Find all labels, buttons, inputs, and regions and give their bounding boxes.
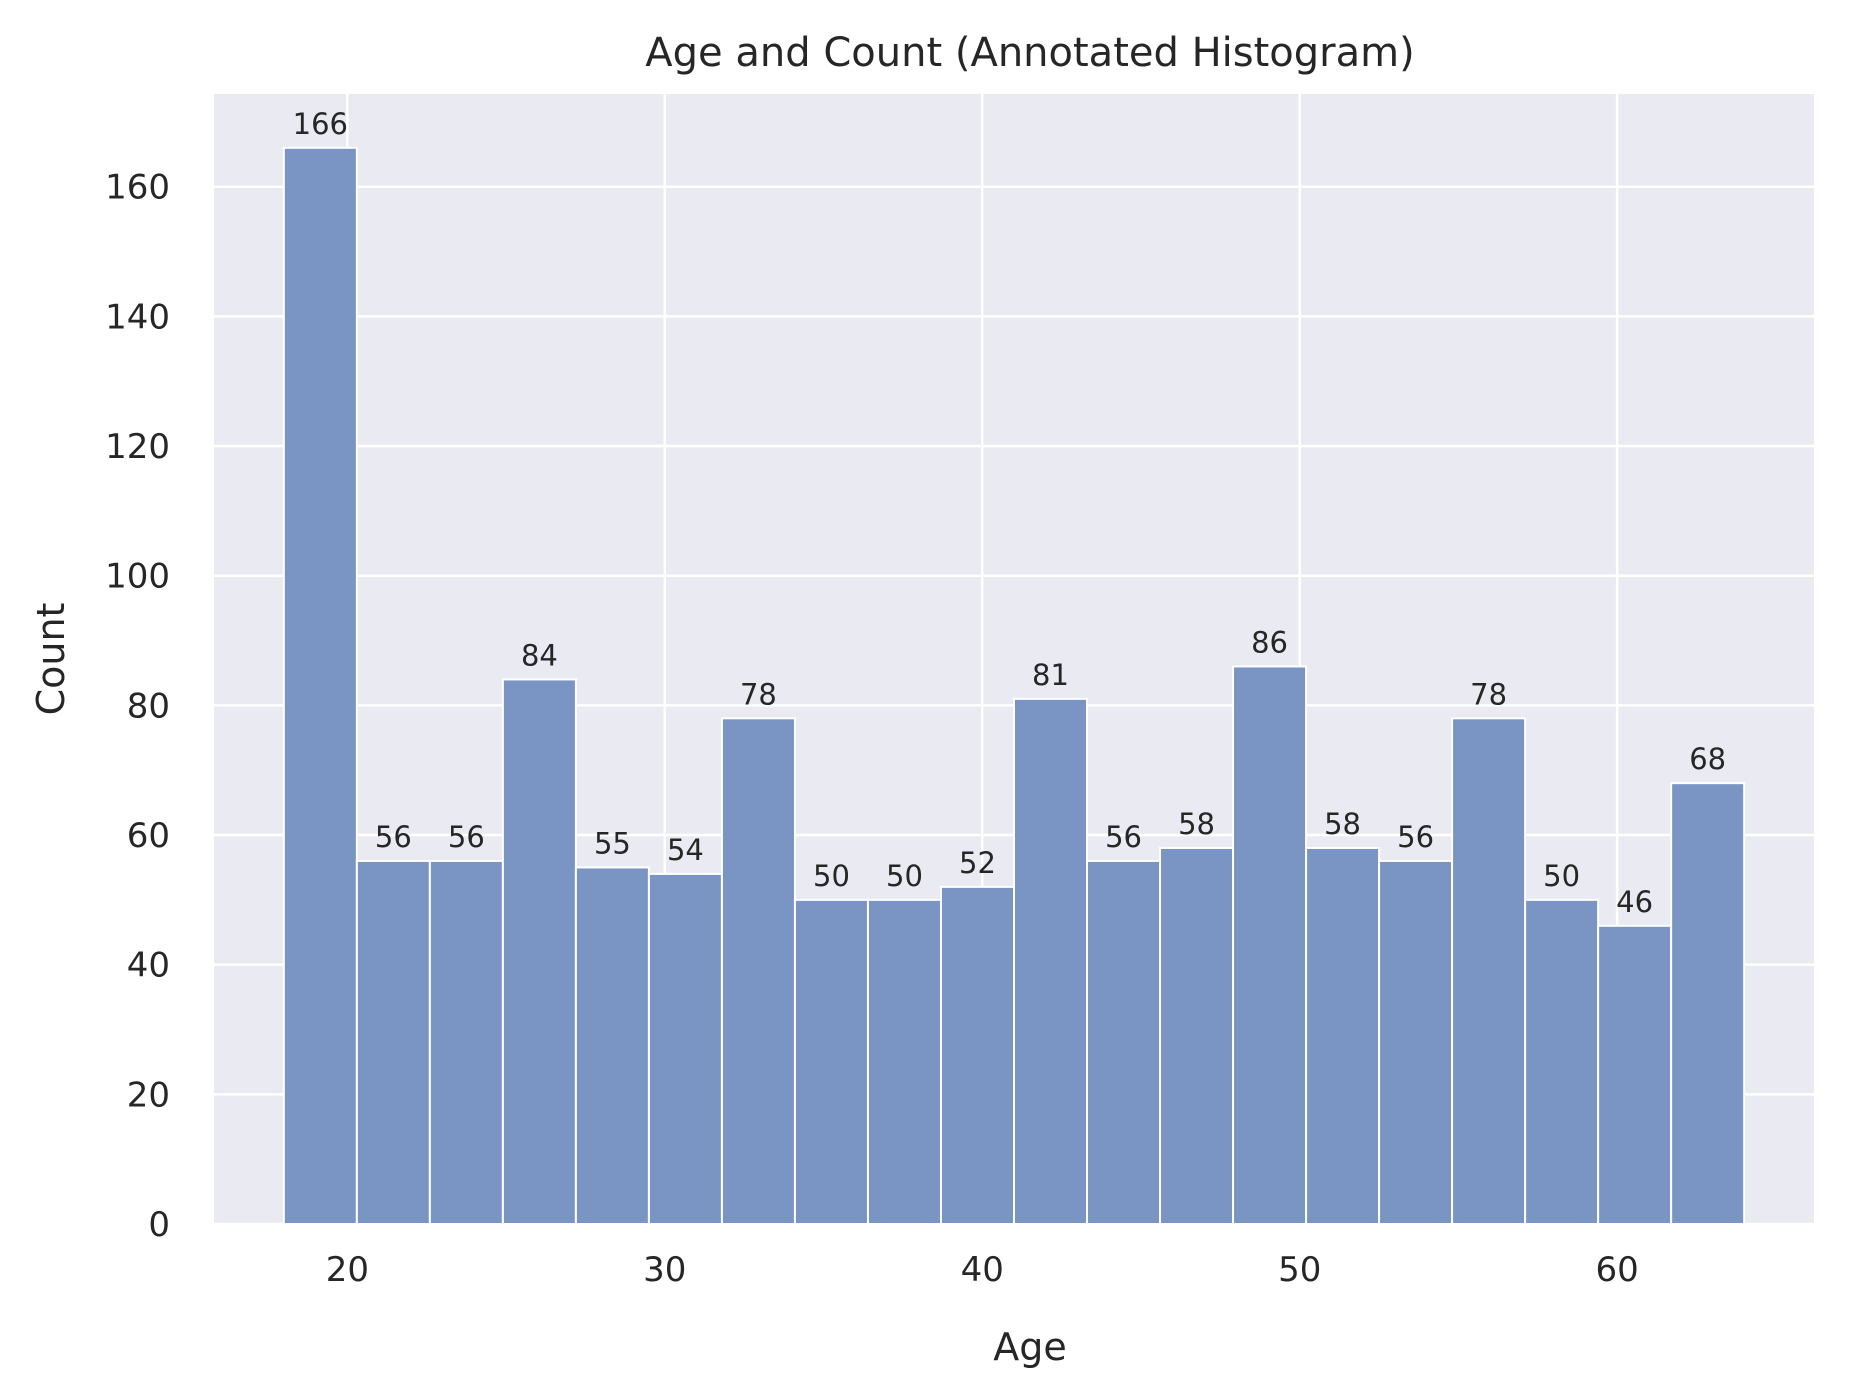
histogram-bar: [1159, 846, 1235, 1225]
bar-value-label: 54: [667, 833, 704, 867]
bar-value-label: 56: [448, 820, 485, 854]
bar-value-label: 52: [959, 846, 996, 880]
y-tick-label: 40: [127, 946, 170, 986]
histogram-bar: [1013, 697, 1089, 1225]
bar-value-label: 56: [1397, 820, 1434, 854]
histogram-bar: [501, 678, 577, 1225]
y-tick-labels: 0 20 40 60 80 100 120 140 160: [105, 168, 170, 1245]
histogram-bar: [1524, 898, 1600, 1225]
y-tick-label: 140: [105, 297, 170, 337]
x-tick-label: 20: [326, 1250, 369, 1290]
bar-value-label: 86: [1251, 625, 1288, 659]
histogram-bar: [574, 866, 650, 1225]
y-tick-label: 20: [127, 1075, 170, 1115]
bar-value-label: 58: [1324, 807, 1361, 841]
y-tick-label: 160: [105, 168, 170, 208]
histogram-bar: [355, 859, 431, 1226]
bar-value-label: 55: [594, 826, 631, 860]
bar-value-label: 56: [1105, 820, 1142, 854]
bar-value-label: 81: [1032, 658, 1069, 692]
y-tick-label: 0: [148, 1205, 170, 1245]
histogram-bar: [866, 898, 942, 1225]
bar-value-label: 78: [1470, 677, 1507, 711]
chart-title: Age and Count (Annotated Histogram): [645, 30, 1414, 76]
bar-labels: 166 56 56 84 55 54 78 50 50 52 81 56 58 86 58 56 78 50 46 6…: [293, 107, 1726, 919]
y-tick-label: 80: [127, 686, 170, 726]
bar-value-label: 50: [886, 859, 923, 893]
bar-value-label: 50: [813, 859, 850, 893]
y-axis-label: Count: [29, 603, 73, 716]
bar-value-label: 50: [1543, 859, 1580, 893]
histogram-bar: [1670, 782, 1746, 1225]
histogram-bar: [1597, 924, 1673, 1226]
histogram-bar: [282, 146, 358, 1225]
x-tick-labels: 20 30 40 50 60: [326, 1250, 1639, 1290]
histogram-bar: [1305, 846, 1381, 1225]
histogram-bar: [647, 872, 723, 1225]
x-tick-label: 50: [1278, 1250, 1321, 1290]
histogram-bar: [720, 717, 796, 1225]
bar-value-label: 46: [1616, 885, 1653, 919]
y-tick-label: 60: [127, 816, 170, 856]
x-axis-label: Age: [993, 1325, 1067, 1369]
bar-value-label: 166: [293, 107, 348, 141]
histogram-bar: [1086, 859, 1162, 1226]
bar-value-label: 56: [375, 820, 412, 854]
x-tick-label: 30: [643, 1250, 686, 1290]
histogram-bar: [1232, 665, 1308, 1225]
histogram-bar: [793, 898, 869, 1225]
histogram-bar: [428, 859, 504, 1226]
bar-value-label: 84: [521, 638, 558, 672]
bar-value-label: 58: [1178, 807, 1215, 841]
bar-value-label: 78: [740, 677, 777, 711]
x-tick-label: 40: [961, 1250, 1004, 1290]
bars: [282, 146, 1746, 1226]
y-tick-label: 100: [105, 557, 170, 597]
y-tick-label: 120: [105, 427, 170, 467]
x-tick-label: 60: [1596, 1250, 1639, 1290]
bar-value-label: 68: [1689, 742, 1726, 776]
histogram-bar: [939, 885, 1016, 1225]
histogram-bar: [1378, 859, 1454, 1226]
histogram-bar: [1451, 717, 1527, 1225]
